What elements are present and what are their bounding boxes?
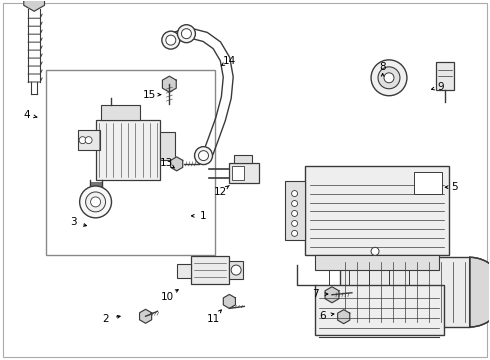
Polygon shape — [171, 157, 183, 171]
Circle shape — [162, 31, 180, 49]
Bar — [46, 71, 215, 255]
Circle shape — [80, 186, 112, 218]
Circle shape — [292, 190, 297, 197]
Polygon shape — [338, 310, 350, 324]
Bar — [77, 130, 99, 150]
Circle shape — [79, 137, 86, 144]
Bar — [191, 256, 229, 284]
Bar — [436, 62, 454, 90]
Bar — [177, 264, 191, 278]
Circle shape — [292, 201, 297, 207]
Circle shape — [292, 230, 297, 237]
Bar — [229, 261, 243, 279]
Bar — [340, 257, 470, 327]
Text: 4: 4 — [23, 110, 29, 120]
Circle shape — [195, 147, 213, 165]
Bar — [232, 166, 245, 180]
Bar — [305, 166, 449, 255]
Bar — [229, 163, 259, 183]
Circle shape — [292, 220, 297, 226]
Text: 1: 1 — [200, 211, 207, 221]
Bar — [160, 132, 175, 160]
Circle shape — [181, 29, 192, 39]
Text: 11: 11 — [207, 314, 220, 324]
Circle shape — [198, 150, 208, 161]
Text: 14: 14 — [223, 56, 236, 66]
Text: 9: 9 — [437, 82, 443, 92]
Bar — [96, 120, 160, 180]
Bar — [285, 181, 305, 240]
Circle shape — [86, 192, 105, 212]
Polygon shape — [163, 76, 176, 92]
Circle shape — [371, 247, 379, 255]
Bar — [234, 155, 252, 163]
Polygon shape — [470, 257, 490, 327]
Text: 6: 6 — [319, 311, 325, 320]
Bar — [100, 105, 141, 120]
Polygon shape — [325, 287, 339, 303]
Bar — [315, 285, 444, 335]
Text: 10: 10 — [160, 292, 173, 302]
Text: 3: 3 — [70, 217, 76, 227]
Text: 15: 15 — [143, 90, 156, 100]
Text: 13: 13 — [160, 158, 173, 168]
Circle shape — [371, 60, 407, 96]
Text: 8: 8 — [379, 62, 386, 72]
Circle shape — [384, 73, 394, 83]
Bar — [360, 246, 390, 257]
Circle shape — [177, 25, 196, 42]
Text: 7: 7 — [313, 289, 319, 299]
Polygon shape — [140, 309, 151, 323]
Bar — [414, 172, 442, 194]
Circle shape — [91, 197, 100, 207]
Text: 12: 12 — [214, 187, 227, 197]
Bar — [315, 255, 439, 270]
Circle shape — [166, 35, 176, 45]
Circle shape — [292, 211, 297, 216]
Polygon shape — [223, 294, 235, 309]
Polygon shape — [24, 0, 45, 11]
Circle shape — [378, 67, 400, 89]
Circle shape — [231, 265, 241, 275]
Text: 2: 2 — [102, 314, 109, 324]
Text: 5: 5 — [452, 182, 458, 192]
Circle shape — [85, 137, 92, 144]
